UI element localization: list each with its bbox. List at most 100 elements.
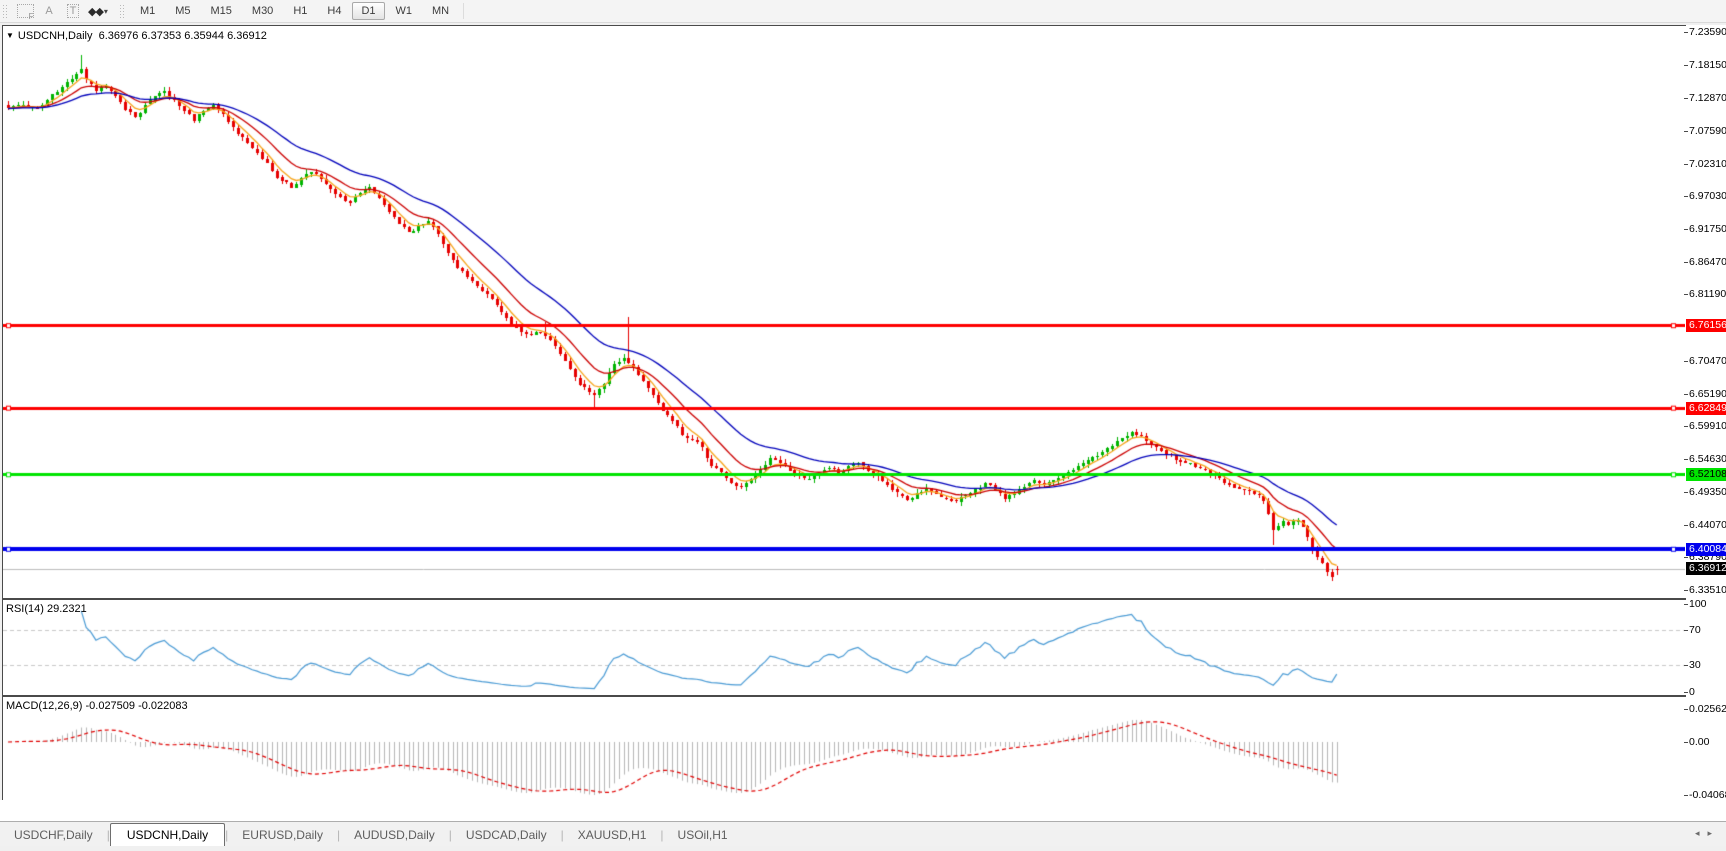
price-chart-panel[interactable] xyxy=(2,25,1688,599)
chart-tab-usdchf[interactable]: USDCHF,Daily xyxy=(14,828,93,842)
frame-tool-icon[interactable]: F xyxy=(15,1,35,21)
axis-tick xyxy=(1684,557,1688,558)
price-axis-label: 6.65190 xyxy=(1689,387,1726,400)
rsi-indicator-panel[interactable] xyxy=(2,599,1688,696)
axis-tick xyxy=(1684,196,1688,197)
axis-tick xyxy=(1684,131,1688,132)
timeframe-button-w1[interactable]: W1 xyxy=(395,5,413,17)
tab-separator: | xyxy=(560,828,564,842)
price-axis-label: 6.33510 xyxy=(1689,584,1726,597)
timeframe-button-m1[interactable]: M1 xyxy=(139,5,156,17)
timeframe-button-h4[interactable]: H4 xyxy=(327,5,342,17)
line-price-label: 6.76156 xyxy=(1686,319,1726,333)
price-axis-label: 7.02310 xyxy=(1689,157,1726,170)
price-axis-label: 7.23590 xyxy=(1689,25,1726,38)
macd-values: -0.027509 -0.022083 xyxy=(85,700,188,712)
axis-tick xyxy=(1684,590,1688,591)
axis-tick xyxy=(1684,604,1688,605)
price-axis-label: 6.86470 xyxy=(1689,255,1726,268)
arrange-objects-icon[interactable]: ◆◆ ▾ xyxy=(88,5,108,18)
tab-separator: | xyxy=(660,828,664,842)
chart-tab-xauusd[interactable]: XAUUSD,H1 xyxy=(577,828,647,842)
macd-axis-label: -0.040687 xyxy=(1689,789,1726,801)
timeframe-button-m30[interactable]: M30 xyxy=(251,5,274,17)
chart-tab-usoil[interactable]: USOil,H1 xyxy=(677,828,728,842)
dropdown-caret-icon[interactable]: ▾ xyxy=(103,6,108,16)
macd-label: MACD(12,26,9) -0.027509 -0.022083 xyxy=(6,700,188,712)
text-tool-icon[interactable]: T xyxy=(63,1,83,21)
axis-tick xyxy=(1684,426,1688,427)
rsi-axis-label: 100 xyxy=(1689,597,1707,610)
axis-tick xyxy=(1684,742,1688,743)
line-price-label: 6.36912 xyxy=(1686,562,1726,576)
rsi-axis-label: 70 xyxy=(1689,623,1701,636)
status-strip xyxy=(0,846,1726,851)
price-axis-label: 6.97030 xyxy=(1689,190,1726,203)
tab-separator: | xyxy=(336,828,341,842)
chart-title: ▼ USDCNH,Daily 6.36976 6.37353 6.35944 6.… xyxy=(6,30,267,42)
axis-tick xyxy=(1684,795,1688,796)
collapse-chart-icon[interactable]: ▼ xyxy=(6,31,14,40)
rsi-axis-label: 30 xyxy=(1689,659,1701,672)
candlestick-chart-canvas[interactable] xyxy=(3,26,1685,596)
chart-tab-usdcnh[interactable]: USDCNH,Daily xyxy=(109,823,226,848)
axis-tick xyxy=(1684,294,1688,295)
axis-tick xyxy=(1684,525,1688,526)
axis-tick xyxy=(1684,459,1688,460)
price-axis-label: 6.59910 xyxy=(1689,420,1726,433)
axis-tick xyxy=(1684,709,1688,710)
axis-tick xyxy=(1684,492,1688,493)
line-price-label: 6.62849 xyxy=(1686,401,1726,415)
price-axis-label: 6.81190 xyxy=(1689,288,1726,301)
chart-tab-bar: USDCHF,Daily | USDCNH,Daily | EURUSD,Daily | A… xyxy=(0,821,1726,848)
axis-tick xyxy=(1684,98,1688,99)
axis-tick xyxy=(1684,164,1688,165)
macd-indicator-panel[interactable] xyxy=(2,696,1688,802)
macd-axis-label: 0.00 xyxy=(1689,736,1710,748)
tab-separator: | xyxy=(106,828,110,842)
tab-separator: | xyxy=(225,828,229,842)
rsi-label: RSI(14) 29.2321 xyxy=(6,603,87,615)
axis-tick xyxy=(1684,665,1688,666)
price-axis-label: 6.54630 xyxy=(1689,453,1726,466)
line-price-label: 6.40084 xyxy=(1686,542,1726,556)
tab-scroll-arrows[interactable]: ◂▸ xyxy=(1695,828,1720,839)
axis-tick xyxy=(1684,361,1688,362)
chart-ohlc-values: 6.36976 6.37353 6.35944 6.36912 xyxy=(98,30,267,42)
price-axis-label: 7.07590 xyxy=(1689,124,1726,137)
timeframe-button-d1[interactable]: D1 xyxy=(352,2,385,20)
rsi-axis-label: 0 xyxy=(1689,685,1695,698)
chart-tab-eurusd[interactable]: EURUSD,Daily xyxy=(242,828,323,842)
rsi-value: 29.2321 xyxy=(46,603,87,615)
axis-tick xyxy=(1684,630,1688,631)
price-axis-label: 7.18150 xyxy=(1689,59,1726,72)
axis-tick xyxy=(1684,65,1688,66)
toolbar-separator xyxy=(463,3,465,19)
chart-tab-usdcad[interactable]: USDCAD,Daily xyxy=(465,828,547,842)
timeframe-button-mn[interactable]: MN xyxy=(432,5,450,17)
timeframe-button-group: M1 M5 M15 M30 H1 H4 D1 W1 MN xyxy=(130,2,459,20)
price-axis-label: 6.70470 xyxy=(1689,354,1726,367)
date-axis[interactable]: 6 May 202025 May 202012 Jun 20201 Jul 20… xyxy=(0,800,1726,821)
chart-tab-audusd[interactable]: AUDUSD,Daily xyxy=(354,828,435,842)
axis-tick xyxy=(1684,262,1688,263)
toolbar-grip[interactable] xyxy=(2,4,9,18)
axis-tick xyxy=(1684,32,1688,33)
price-axis-label: 7.12870 xyxy=(1689,92,1726,105)
price-axis-label: 6.91750 xyxy=(1689,223,1726,236)
axis-tick xyxy=(1684,692,1688,693)
tab-scroll-right-icon[interactable]: ▸ xyxy=(1707,828,1720,838)
line-price-label: 6.52108 xyxy=(1686,468,1726,482)
axis-tick xyxy=(1684,229,1688,230)
timeframe-button-m5[interactable]: M5 xyxy=(175,5,191,17)
timeframe-button-h1[interactable]: H1 xyxy=(293,5,308,17)
tab-scroll-left-icon[interactable]: ◂ xyxy=(1694,828,1708,838)
price-axis-label: 6.49350 xyxy=(1689,485,1726,498)
timeframe-button-m15[interactable]: M15 xyxy=(210,5,232,17)
text-label-tool-icon[interactable]: A xyxy=(45,5,53,17)
toolbar-grip-2[interactable] xyxy=(118,4,126,18)
macd-canvas[interactable] xyxy=(3,697,1685,799)
toolbar: F A T ◆◆ ▾ M1 M5 M15 M30 H1 H4 D1 W1 MN xyxy=(0,0,1726,23)
rsi-canvas[interactable] xyxy=(3,600,1685,693)
